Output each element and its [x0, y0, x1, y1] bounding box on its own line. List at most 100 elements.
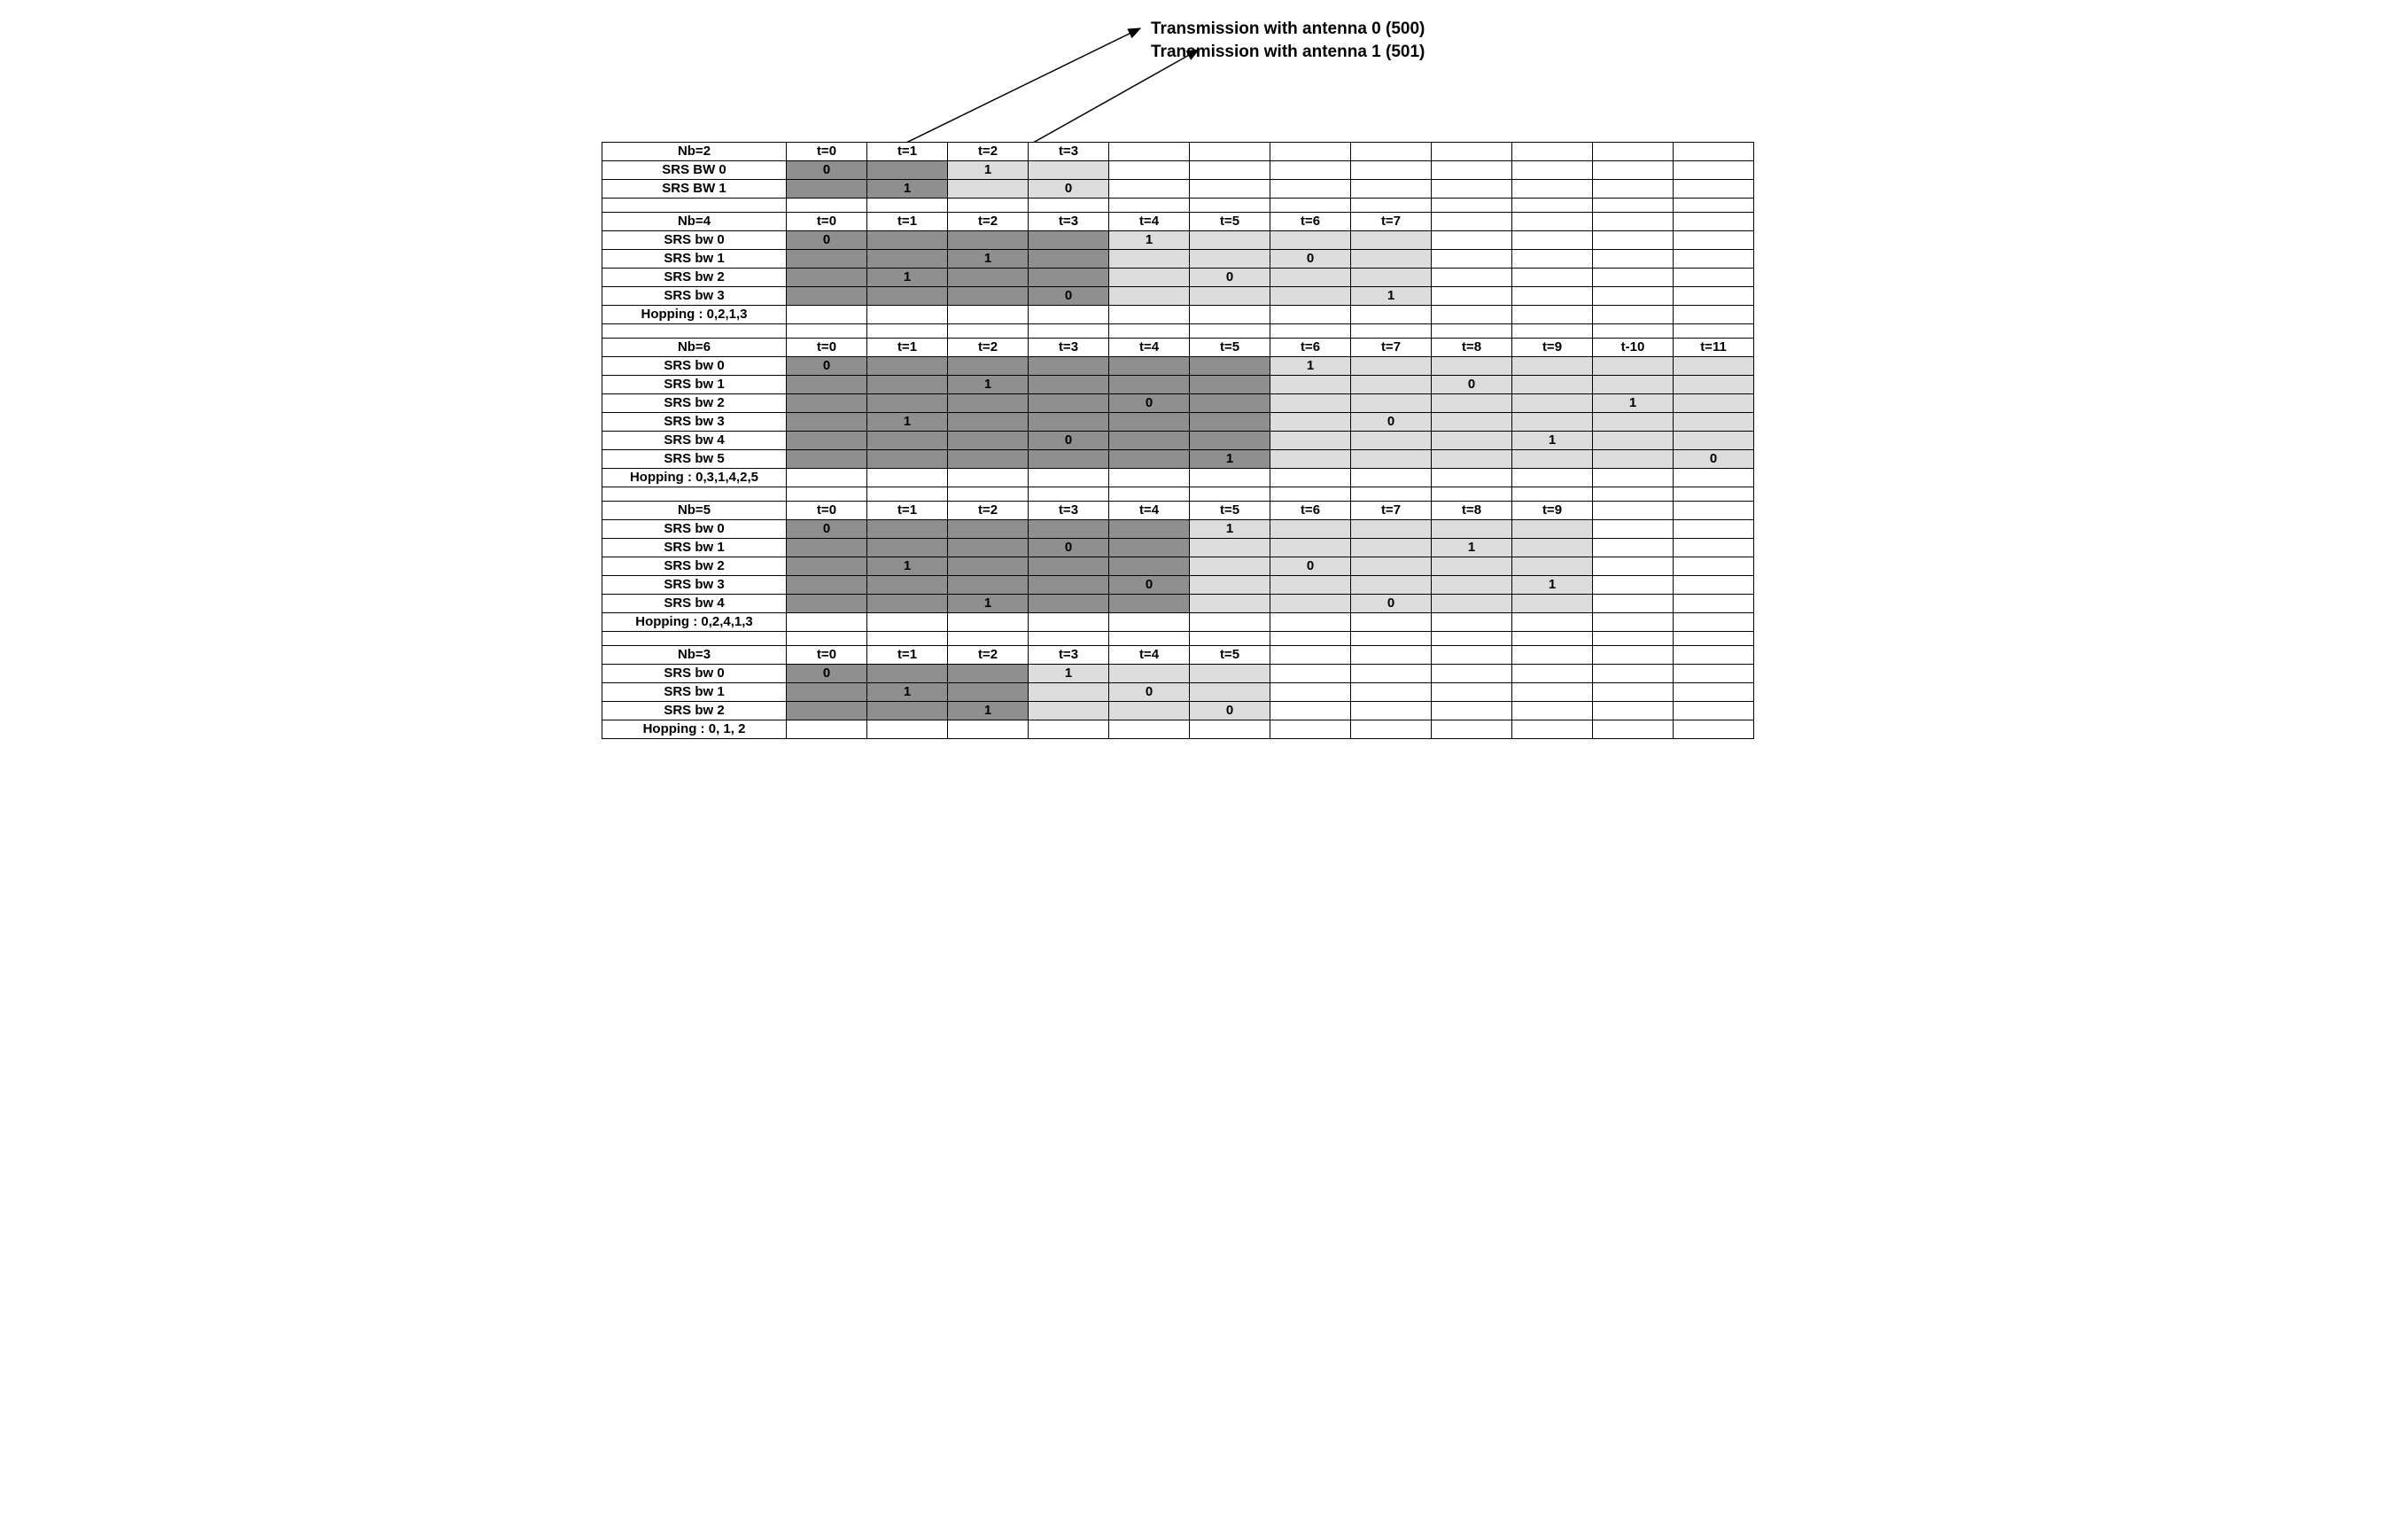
cell [1593, 180, 1674, 199]
cell: t=7 [1351, 213, 1432, 231]
cell: t=3 [1029, 646, 1109, 665]
table-row: SRS bw 110 [602, 683, 1754, 702]
cell [1029, 557, 1109, 576]
spacer-cell [1593, 487, 1674, 502]
cell [787, 250, 867, 269]
cell [948, 613, 1029, 632]
spacer-cell [1432, 487, 1512, 502]
cell: t=7 [1351, 502, 1432, 520]
cell [1270, 646, 1351, 665]
spacer-cell [1593, 632, 1674, 646]
spacer-cell [867, 632, 948, 646]
cell [1432, 269, 1512, 287]
cell [1190, 720, 1270, 739]
row-label: SRS bw 0 [602, 357, 787, 376]
cell [1029, 306, 1109, 324]
cell [1432, 469, 1512, 487]
cell [867, 720, 948, 739]
cell: 1 [948, 376, 1029, 394]
spacer-cell [867, 487, 948, 502]
cell [1674, 306, 1754, 324]
cell [1674, 613, 1754, 632]
cell [948, 557, 1029, 576]
spacer-row [602, 199, 1754, 213]
cell [1512, 665, 1593, 683]
cell [1432, 557, 1512, 576]
srs-hopping-table: Nb=2t=0t=1t=2t=3SRS BW 001SRS BW 110Nb=4… [602, 142, 1754, 739]
cell [1674, 180, 1754, 199]
cell [867, 432, 948, 450]
cell [1512, 376, 1593, 394]
cell: t=3 [1029, 502, 1109, 520]
cell: t=4 [1109, 339, 1190, 357]
cell [1351, 143, 1432, 161]
cell: 1 [1432, 539, 1512, 557]
spacer-cell [787, 324, 867, 339]
cell: t=11 [1674, 339, 1754, 357]
cell [948, 539, 1029, 557]
arrow-antenna-0 [872, 28, 1140, 160]
cell [1593, 250, 1674, 269]
cell [867, 357, 948, 376]
cell: 1 [1109, 231, 1190, 250]
cell [1270, 432, 1351, 450]
table-row: SRS bw 310 [602, 413, 1754, 432]
cell [1351, 576, 1432, 595]
cell [1270, 413, 1351, 432]
spacer-cell [1190, 487, 1270, 502]
cell: t-10 [1593, 339, 1674, 357]
cell [1351, 720, 1432, 739]
cell [1190, 231, 1270, 250]
hopping-label: Hopping : 0,2,4,1,3 [602, 613, 787, 632]
cell: t=0 [787, 646, 867, 665]
cell: t=1 [867, 339, 948, 357]
cell [1270, 376, 1351, 394]
cell [1029, 702, 1109, 720]
cell [787, 376, 867, 394]
cell [948, 180, 1029, 199]
cell [1593, 665, 1674, 683]
cell: 0 [1029, 432, 1109, 450]
cell [948, 287, 1029, 306]
row-label: SRS BW 1 [602, 180, 787, 199]
row-label: SRS bw 3 [602, 576, 787, 595]
cell [787, 595, 867, 613]
cell [787, 180, 867, 199]
cell [948, 720, 1029, 739]
cell [1432, 520, 1512, 539]
cell [787, 576, 867, 595]
row-label: SRS bw 4 [602, 595, 787, 613]
spacer-cell [1029, 632, 1109, 646]
spacer-cell [1029, 199, 1109, 213]
spacer-cell [1593, 199, 1674, 213]
cell [1270, 576, 1351, 595]
cell [867, 394, 948, 413]
row-label: SRS bw 3 [602, 413, 787, 432]
cell [1593, 720, 1674, 739]
cell: t=2 [948, 502, 1029, 520]
spacer-cell [1674, 632, 1754, 646]
spacer-cell [1109, 487, 1190, 502]
cell: 1 [867, 413, 948, 432]
cell [1351, 376, 1432, 394]
cell [867, 250, 948, 269]
cell [1109, 539, 1190, 557]
legend-antenna-1: Transmission with antenna 1 (501) [1151, 41, 1425, 64]
cell [1593, 269, 1674, 287]
cell: 1 [867, 683, 948, 702]
cell [1593, 595, 1674, 613]
spacer-cell [602, 487, 787, 502]
cell [867, 306, 948, 324]
spacer-cell [602, 632, 787, 646]
block-header-label: Nb=2 [602, 143, 787, 161]
cell: t=5 [1190, 646, 1270, 665]
cell [1432, 576, 1512, 595]
cell [1593, 613, 1674, 632]
table-row: SRS BW 110 [602, 180, 1754, 199]
cell [948, 306, 1029, 324]
cell: t=5 [1190, 339, 1270, 357]
cell [1432, 720, 1512, 739]
cell [948, 269, 1029, 287]
row-label: SRS bw 2 [602, 269, 787, 287]
cell [1109, 432, 1190, 450]
